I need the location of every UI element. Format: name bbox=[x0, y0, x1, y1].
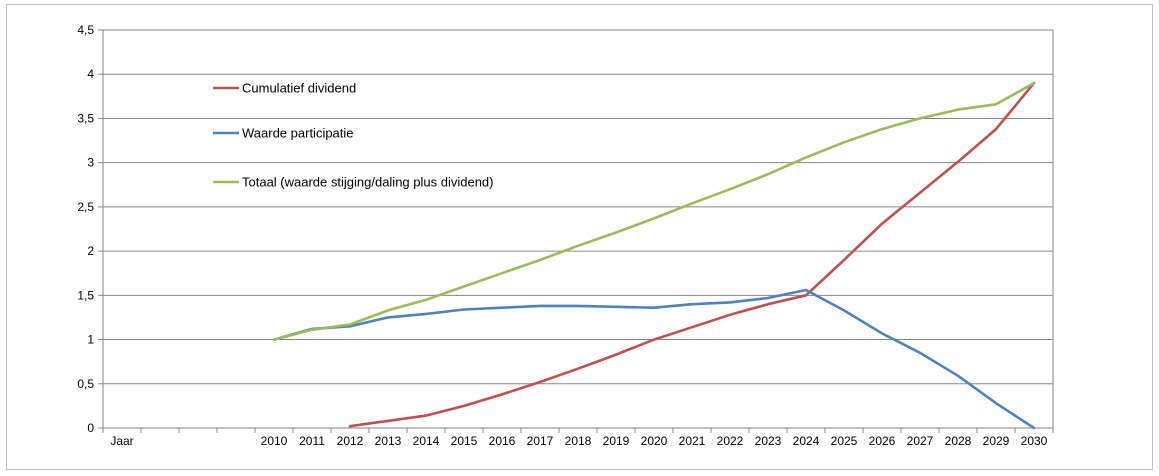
plot-area bbox=[102, 29, 1054, 429]
chart-frame: 0 0,5 1 1,5 2 2,5 3 3,5 4 4,5 Jaar 2010 2011 2012 201… bbox=[6, 4, 1153, 470]
x-tick-label: 2011 bbox=[299, 434, 325, 448]
y-tick-label: 4,5 bbox=[77, 23, 94, 37]
series-line-3 bbox=[272, 81, 1036, 341]
y-axis: 0 0,5 1 1,5 2 2,5 3 3,5 4 4,5 bbox=[77, 23, 103, 435]
x-tick-label: 2014 bbox=[413, 434, 440, 448]
x-tick-label: 2026 bbox=[869, 434, 896, 448]
x-tick-label: 2020 bbox=[641, 434, 668, 448]
legend: Cumulatief dividend Waarde participatie To… bbox=[213, 81, 493, 190]
y-tick-label: 0,5 bbox=[77, 377, 94, 391]
y-tick-label: 1 bbox=[87, 333, 94, 347]
x-tick-label: 2015 bbox=[451, 434, 478, 448]
y-tick-label: 3,5 bbox=[77, 111, 94, 125]
y-tick-label: 1,5 bbox=[77, 288, 94, 302]
x-tick-label: 2013 bbox=[375, 434, 402, 448]
legend-label: Waarde participatie bbox=[242, 126, 354, 141]
x-tick-label: 2019 bbox=[603, 434, 630, 448]
x-tick-label: 2028 bbox=[945, 434, 972, 448]
y-tick-label: 4 bbox=[87, 67, 94, 81]
series-line-2 bbox=[272, 288, 1036, 430]
plot-area-border bbox=[102, 29, 1054, 429]
y-tick-label: 3 bbox=[87, 156, 94, 170]
x-tick-label: 2029 bbox=[983, 434, 1010, 448]
line-chart: 0 0,5 1 1,5 2 2,5 3 3,5 4 4,5 Jaar 2010 2011 2012 201… bbox=[77, 23, 1054, 448]
x-tick-label: 2010 bbox=[261, 434, 288, 448]
x-tick-label: 2022 bbox=[717, 434, 744, 448]
x-tick-label: 2018 bbox=[565, 434, 592, 448]
x-tick-label: 2027 bbox=[907, 434, 934, 448]
y-tick-label: 0 bbox=[87, 421, 94, 435]
x-tick-label: 2023 bbox=[755, 434, 782, 448]
series-line-1 bbox=[348, 81, 1036, 428]
x-tick-label: 2017 bbox=[527, 434, 554, 448]
x-tick-label: 2024 bbox=[793, 434, 820, 448]
legend-label: Cumulatief dividend bbox=[242, 81, 356, 96]
x-tick-label: 2016 bbox=[489, 434, 516, 448]
x-tick-label: 2025 bbox=[831, 434, 858, 448]
legend-label: Totaal (waarde stijging/daling plus divi… bbox=[242, 175, 493, 190]
x-tick-label: Jaar bbox=[110, 434, 133, 448]
y-tick-label: 2 bbox=[87, 244, 94, 258]
x-tick-label: 2012 bbox=[337, 434, 364, 448]
series-lines bbox=[272, 81, 1036, 430]
x-tick-label: 2030 bbox=[1021, 434, 1048, 448]
x-axis: Jaar 2010 2011 2012 2013 2014 2015 2016 2017 2018… bbox=[102, 428, 1054, 448]
y-tick-label: 2,5 bbox=[77, 200, 94, 214]
x-tick-label: 2021 bbox=[679, 434, 706, 448]
